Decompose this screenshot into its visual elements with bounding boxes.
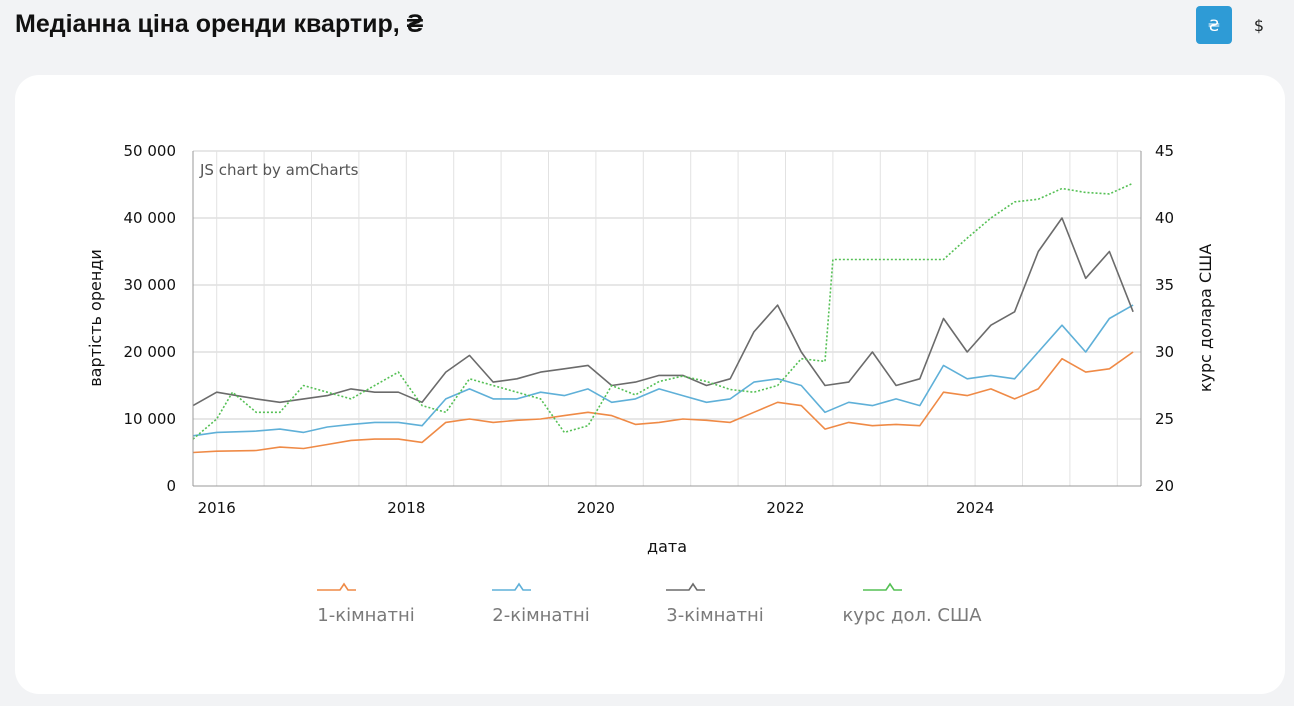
y2-tick-label: 25 [1155,410,1174,428]
legend-item[interactable]: 2-кімнатні [492,582,590,626]
y-tick-label: 30 000 [124,276,177,294]
legend-marker [317,582,356,591]
legend-item[interactable]: курс дол. США [842,582,982,626]
x-tick-label: 2020 [577,499,615,517]
chart-credit[interactable]: JS chart by amCharts [199,161,359,179]
legend-label: 2-кімнатні [492,605,589,626]
page-title: Медіанна ціна оренди квартир, ₴ [15,10,424,38]
legend-item[interactable]: 3-кімнатні [666,582,764,626]
series-line-2-room[interactable] [192,304,1134,437]
y-tick-label: 10 000 [124,410,177,428]
x-tick-label: 2024 [956,499,994,517]
y2-tick-label: 30 [1155,343,1174,361]
axes: 0 10 000 20 000 30 000 40 000 50 000 20 25 30 35 4… [124,142,1175,517]
legend-label: курс дол. США [842,605,982,626]
y-tick-label: 0 [166,477,176,495]
y2-tick-label: 20 [1155,477,1174,495]
y2-tick-label: 45 [1155,142,1174,160]
y2-tick-label: 35 [1155,276,1174,294]
y-axis-title: вартість оренди [86,249,105,387]
y-tick-label: 40 000 [124,209,177,227]
y-tick-label: 20 000 [124,343,177,361]
series-layer [192,182,1134,454]
y2-tick-label: 40 [1155,209,1174,227]
series-line-3-room[interactable] [192,217,1134,407]
y-tick-label: 50 000 [124,142,177,160]
currency-uah-button[interactable]: ₴ [1196,6,1232,44]
x-axis-title: дата [647,537,687,556]
y2-axis-title: курс долара США [1196,244,1215,392]
x-tick-label: 2016 [198,499,236,517]
legend-label: 3-кімнатні [666,605,763,626]
currency-usd-button[interactable]: $ [1241,6,1277,44]
grid [193,150,1141,487]
legend-marker [492,582,531,591]
series-line-usd-rate[interactable] [192,182,1134,440]
series-line-1-room[interactable] [192,351,1134,454]
chart-card [15,75,1285,694]
x-tick-label: 2018 [387,499,425,517]
legend-marker [863,582,902,591]
legend-label: 1-кімнатні [317,605,414,626]
legend-marker [666,582,705,591]
legend: 1-кімнатні 2-кімнатні 3-кімнатні курс дол. … [317,582,982,626]
legend-item[interactable]: 1-кімнатні [317,582,415,626]
x-tick-label: 2022 [766,499,804,517]
